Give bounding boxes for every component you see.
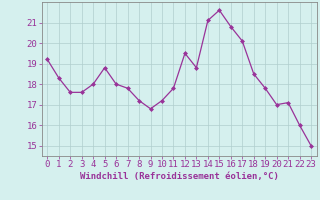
X-axis label: Windchill (Refroidissement éolien,°C): Windchill (Refroidissement éolien,°C) [80, 172, 279, 181]
